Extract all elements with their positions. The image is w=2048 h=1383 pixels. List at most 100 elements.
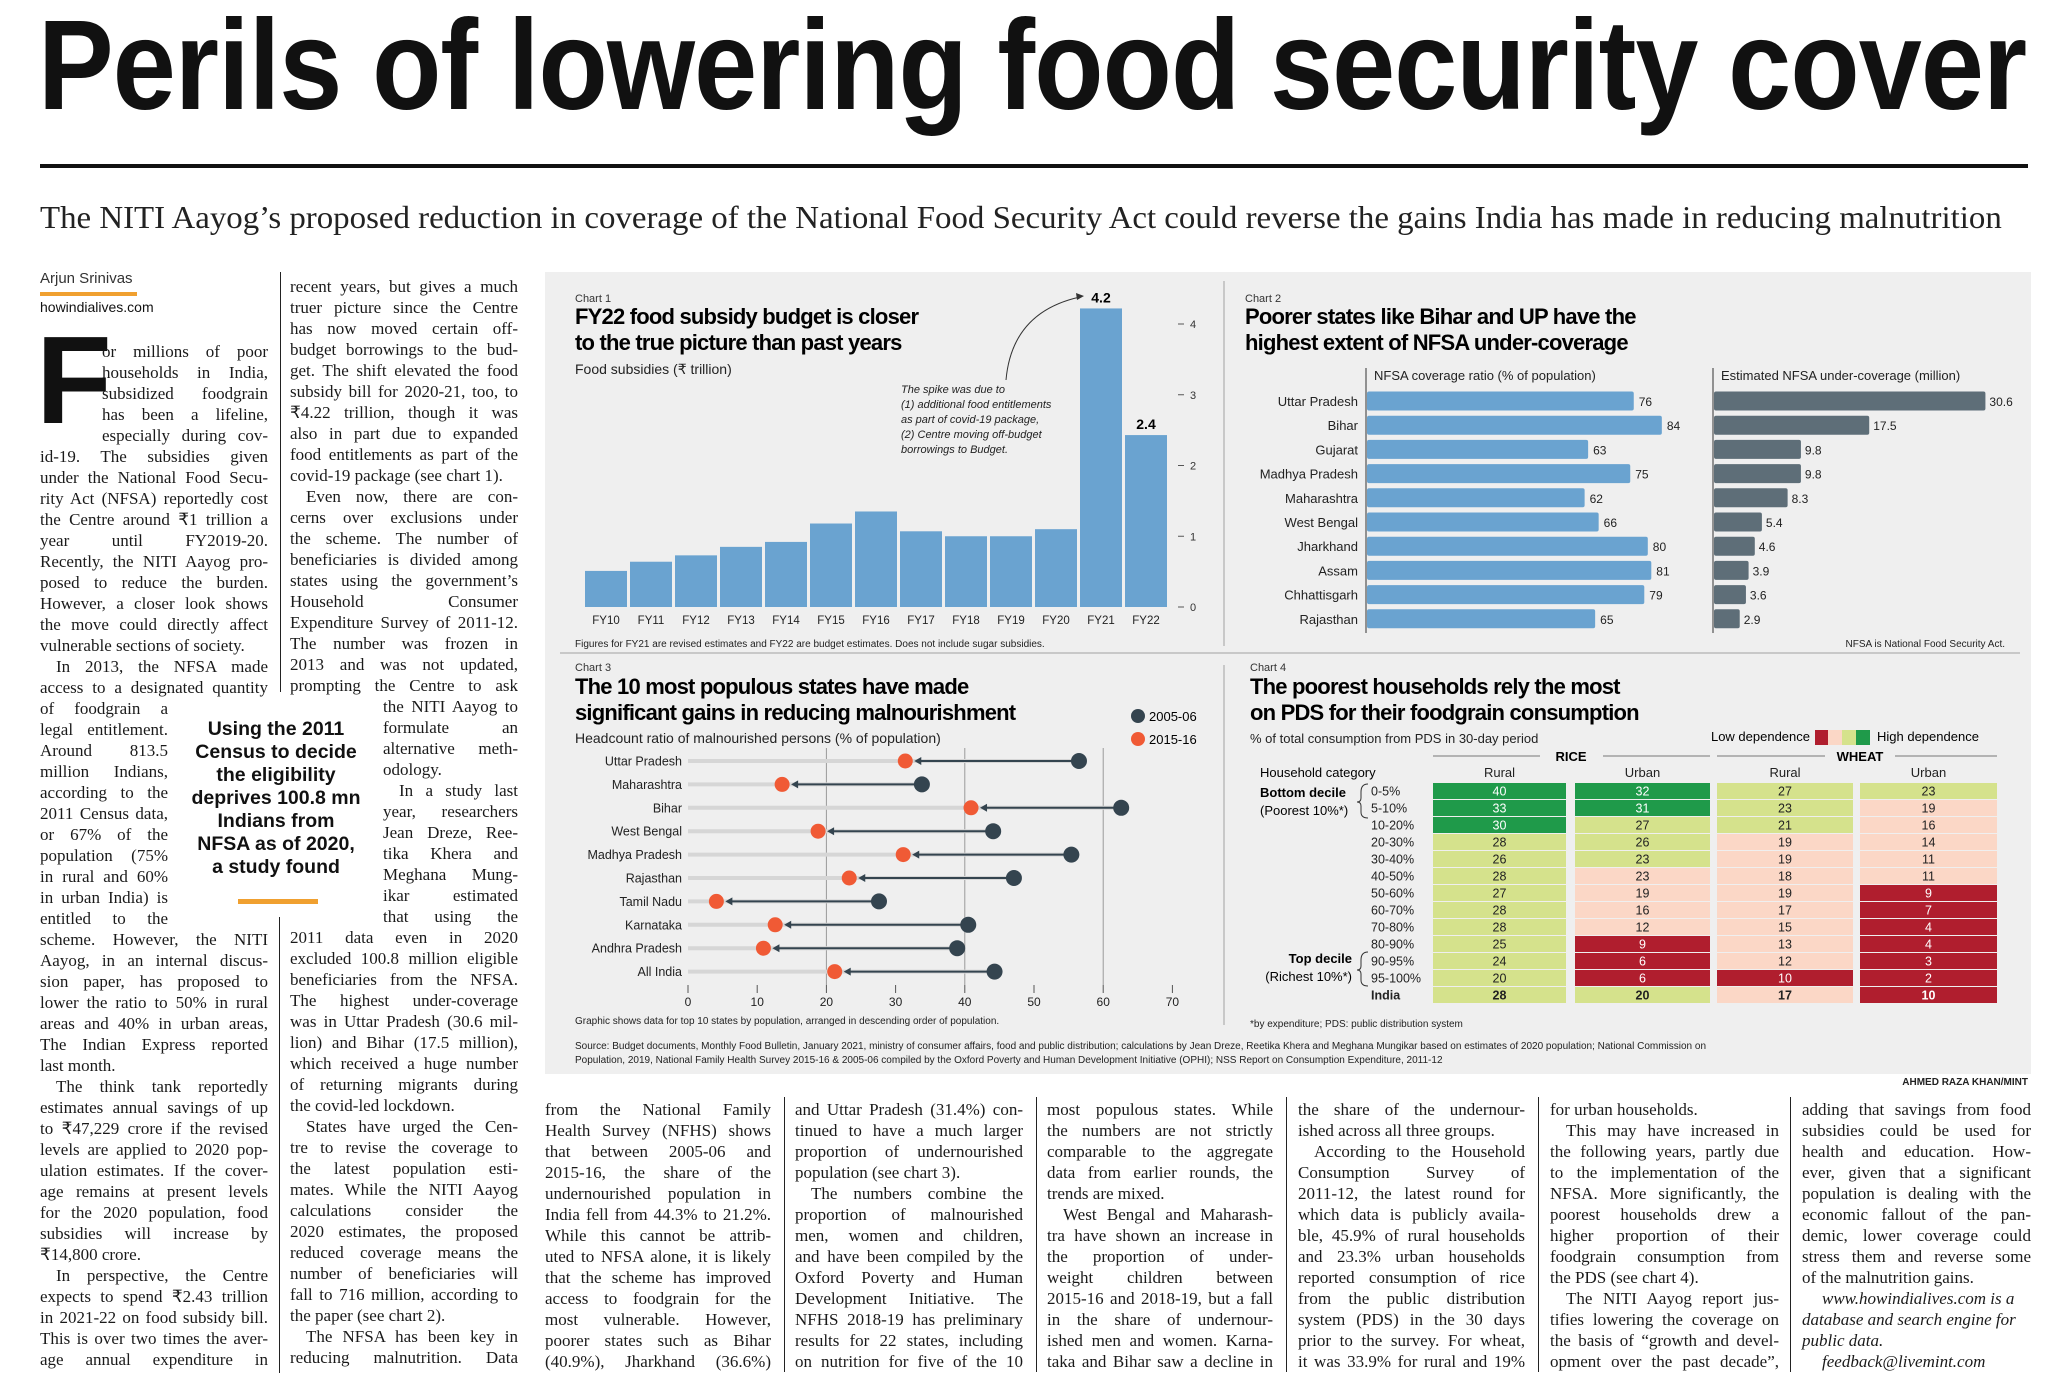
heatmap-value: 2 — [1925, 972, 1932, 986]
article-line: odology. — [383, 760, 442, 779]
dot-2005-06 — [949, 940, 966, 957]
heatmap-cell — [1717, 868, 1853, 884]
heatmap-cell — [1860, 851, 1997, 867]
heatmap-value: 28 — [1493, 921, 1507, 935]
state-label: West Bengal — [1285, 515, 1359, 530]
chart-1-footnote: Figures for FY21 are revised estimates a… — [575, 639, 1045, 650]
heatmap-cell — [1433, 817, 1566, 833]
heatmap-cell — [1433, 936, 1566, 952]
article-line: Health Survey (NFHS) shows — [545, 1121, 771, 1140]
heatmap-cell — [1575, 868, 1710, 884]
article-line: 2015-16, the share of the — [545, 1163, 771, 1182]
heatmap-value: 27 — [1493, 887, 1507, 901]
x-tick-label: FY19 — [997, 615, 1025, 627]
article-line: database and search engine for — [1802, 1310, 2016, 1329]
chart-2-title: Poorer states like Bihar and UP have the — [1245, 304, 1636, 329]
x-tick-label: FY14 — [772, 615, 800, 627]
heatmap-cell — [1433, 970, 1566, 986]
article-line: recent years, but gives a much — [290, 277, 518, 296]
article-line: population is dealing with the — [1802, 1184, 2031, 1203]
x-tick-label: 40 — [958, 995, 972, 1009]
article-line: Jean Dreze, Ree- — [383, 823, 518, 842]
undercoverage-bar — [1714, 415, 1870, 435]
article-line: The number was frozen in — [290, 634, 518, 653]
article-line: to the implementation of the — [1550, 1163, 1779, 1182]
article-line: the move could directly affect — [40, 615, 268, 634]
row-label: 70-80% — [1371, 921, 1414, 935]
heatmap-cell — [1575, 936, 1710, 952]
heatmap-cell — [1860, 987, 1997, 1003]
row-label: 10-20% — [1371, 819, 1414, 833]
undercoverage-value: 9.8 — [1805, 443, 1822, 457]
group-wheat: WHEAT — [1837, 749, 1884, 764]
dot-2015-16 — [708, 893, 724, 909]
chart-2-series-2-header: Estimated NFSA under-coverage (million) — [1721, 368, 1960, 383]
heatmap-cell — [1717, 851, 1853, 867]
article-line: sion paper, has proposed to — [40, 972, 268, 991]
heatmap-cell — [1575, 851, 1710, 867]
dot-2005-06 — [1005, 870, 1022, 886]
article-line: reducing malnutrition. Data — [290, 1348, 518, 1367]
state-label: Karnataka — [625, 918, 682, 932]
chart-4-subtitle: % of total consumption from PDS in 30-da… — [1250, 731, 1538, 746]
column-divider — [1538, 1097, 1539, 1372]
drop-cap: F — [36, 312, 112, 450]
heatmap-value: 19 — [1778, 836, 1792, 850]
bar-fy19 — [990, 536, 1032, 607]
article-line: reported consumption of rice — [1298, 1268, 1525, 1287]
article-line: poorest households drew a — [1550, 1205, 1779, 1224]
article-line: levels are applied to 2020 pop- — [40, 1140, 268, 1159]
state-label: Jharkhand — [1297, 539, 1358, 554]
heatmap-cell — [1717, 970, 1853, 986]
x-tick-label: FY12 — [682, 615, 710, 627]
article-line: subsidy bill for 2020-21, too, to — [290, 382, 518, 401]
bottom-decile-label: Bottom decile — [1260, 785, 1346, 800]
heatmap-cell — [1860, 885, 1997, 901]
coverage-value: 66 — [1604, 516, 1618, 530]
heatmap-cell — [1575, 885, 1710, 901]
coverage-bar — [1367, 609, 1596, 629]
article-column: the share of the undernour-ished across … — [1298, 1099, 1525, 1372]
heatmap-value: 14 — [1922, 836, 1936, 850]
coverage-bar — [1367, 464, 1631, 484]
bar-fy17 — [900, 531, 942, 607]
heatmap-value: 3 — [1925, 955, 1932, 969]
y-tick-label: 0 — [1190, 602, 1196, 614]
coverage-value: 81 — [1656, 564, 1670, 578]
coverage-value: 79 — [1649, 589, 1663, 603]
heatmap-value: 7 — [1925, 904, 1932, 918]
heatmap-cell — [1860, 834, 1997, 850]
arrowhead-icon — [980, 803, 988, 812]
undercoverage-bar — [1714, 512, 1762, 532]
heatmap-cell — [1575, 783, 1710, 799]
article-line: the paper (see chart 2). — [290, 1306, 446, 1325]
state-label: Rajasthan — [1299, 612, 1358, 627]
legend-swatch — [1856, 730, 1870, 745]
heatmap-cell — [1433, 885, 1566, 901]
article-line: in urban India) is — [40, 888, 168, 907]
undercoverage-bar — [1714, 391, 1986, 411]
article-line: was in Uttar Pradesh (30.6 mil- — [290, 1012, 518, 1031]
article-line: the Centre around ₹1 trillion a — [40, 510, 268, 529]
article-line: has been a lifeline, — [102, 405, 268, 424]
heatmap-cell — [1860, 970, 1997, 986]
arrowhead-icon — [912, 850, 920, 859]
article-line: uted to NFSA alone, it is likely — [545, 1247, 771, 1266]
article-line: beneficiaries from the NFSA. — [290, 970, 518, 989]
chart-4-title: on PDS for their foodgrain consumption — [1250, 700, 1639, 725]
article-line: feedback@livemint.com — [1822, 1352, 1986, 1371]
row-label: 50-60% — [1371, 887, 1414, 901]
bar-fy14 — [765, 541, 807, 607]
annotation-line: as part of covid-19 package, — [901, 414, 1039, 426]
heatmap-value: 16 — [1636, 904, 1650, 918]
chart-2-title: highest extent of NFSA under-coverage — [1245, 330, 1628, 355]
article-line: or millions of poor — [102, 342, 268, 361]
article-line: vulnerable sections of society. — [40, 636, 245, 655]
undercoverage-bar — [1714, 560, 1749, 580]
heatmap-value: 17 — [1778, 989, 1792, 1003]
chart-1-title: FY22 food subsidy budget is closer — [575, 304, 919, 329]
heatmap-cell — [1717, 953, 1853, 969]
graphic-credit: AHMED RAZA KHAN/MINT — [1902, 1077, 2028, 1088]
article-line: subsidies will increase by — [40, 1224, 268, 1243]
source-line: Population, 2019, National Family Health… — [575, 1055, 1443, 1066]
